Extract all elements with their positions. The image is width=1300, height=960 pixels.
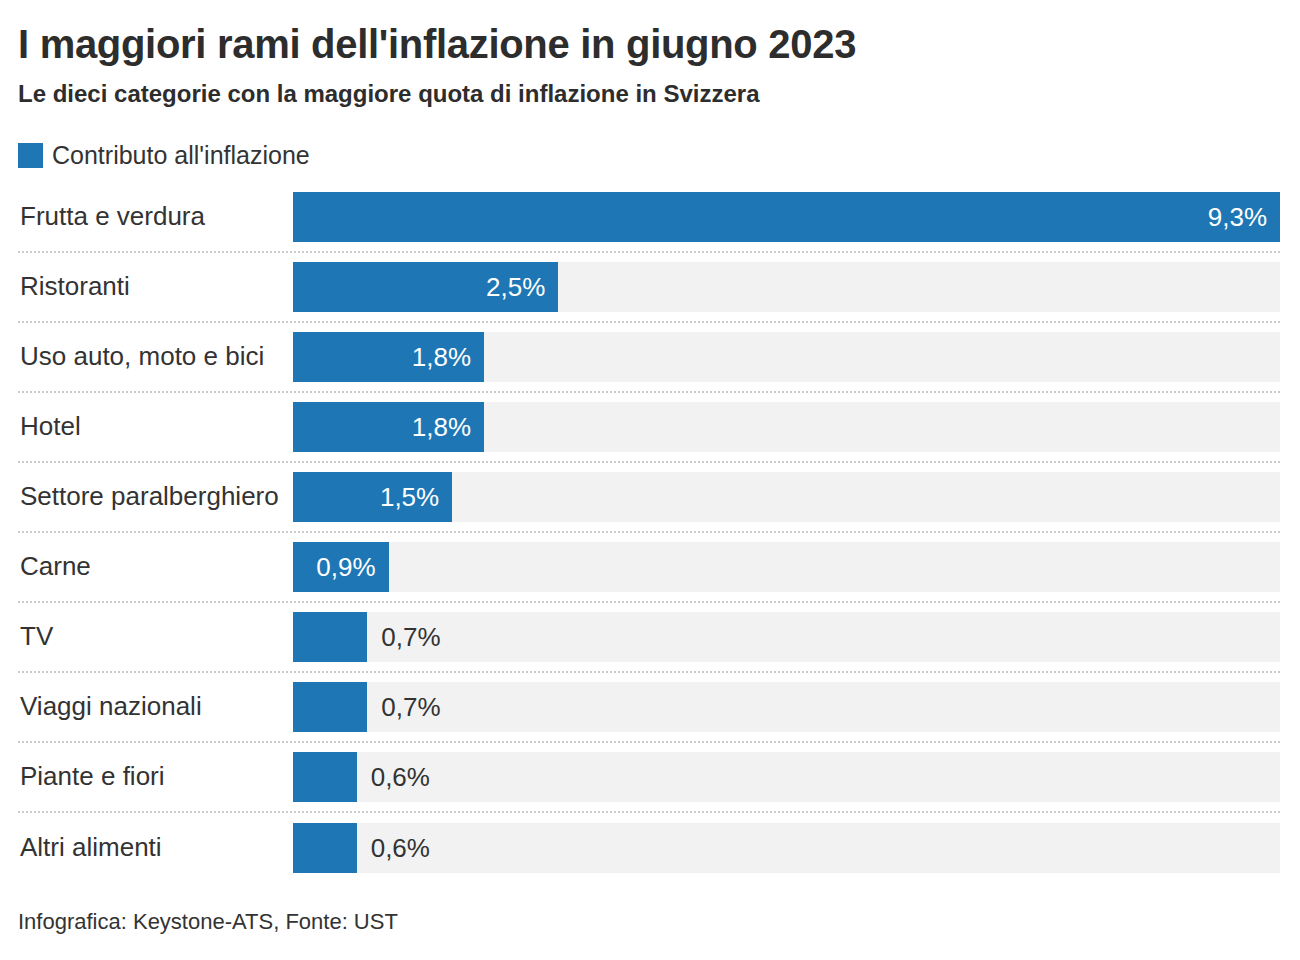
bar-track: 0,7% — [293, 682, 1280, 732]
bar-track: 1,5% — [293, 472, 1280, 522]
bar: 0,9% — [293, 542, 389, 592]
chart-row: Frutta e verdura 9,3% — [18, 183, 1280, 253]
legend: Contributo all'inflazione — [18, 143, 1280, 168]
category-label: Uso auto, moto e bici — [18, 341, 293, 372]
legend-swatch-icon — [18, 143, 43, 168]
bar-track: 1,8% — [293, 402, 1280, 452]
infographic-page: I maggiori rami dell'inflazione in giugn… — [0, 0, 1300, 960]
chart-row: TV 0,7% — [18, 603, 1280, 673]
chart-row: Piante e fiori 0,6% — [18, 743, 1280, 813]
category-label: Hotel — [18, 411, 293, 442]
value-label: 0,7% — [381, 624, 440, 650]
chart-row: Hotel 1,8% — [18, 393, 1280, 463]
chart-row: Altri alimenti 0,6% — [18, 813, 1280, 883]
chart-row: Carne 0,9% — [18, 533, 1280, 603]
value-label: 0,6% — [371, 835, 430, 861]
value-label: 0,7% — [381, 694, 440, 720]
chart-row: Ristoranti 2,5% — [18, 253, 1280, 323]
bar-track: 0,9% — [293, 542, 1280, 592]
bar — [293, 612, 367, 662]
value-label: 0,6% — [371, 764, 430, 790]
bar-track: 2,5% — [293, 262, 1280, 312]
bar — [293, 682, 367, 732]
bar-track: 0,6% — [293, 823, 1280, 873]
chart-subtitle: Le dieci categorie con la maggiore quota… — [18, 80, 1280, 109]
category-label: Settore paralberghiero — [18, 481, 293, 512]
value-label: 1,8% — [412, 414, 471, 440]
value-label: 1,5% — [380, 484, 439, 510]
bar-track: 0,7% — [293, 612, 1280, 662]
bar — [293, 823, 357, 873]
bar-track: 0,6% — [293, 752, 1280, 802]
category-label: TV — [18, 621, 293, 652]
bar: 9,3% — [293, 192, 1280, 242]
value-label: 2,5% — [486, 274, 545, 300]
bar — [293, 752, 357, 802]
chart-row: Settore paralberghiero 1,5% — [18, 463, 1280, 533]
value-label: 9,3% — [1208, 204, 1267, 230]
bar: 1,8% — [293, 402, 484, 452]
chart-row: Uso auto, moto e bici 1,8% — [18, 323, 1280, 393]
chart-title: I maggiori rami dell'inflazione in giugn… — [18, 22, 1280, 66]
chart-row: Viaggi nazionali 0,7% — [18, 673, 1280, 743]
legend-label: Contributo all'inflazione — [52, 143, 310, 168]
category-label: Ristoranti — [18, 271, 293, 302]
bar-track: 1,8% — [293, 332, 1280, 382]
category-label: Piante e fiori — [18, 761, 293, 792]
bar: 2,5% — [293, 262, 558, 312]
bar-track: 9,3% — [293, 192, 1280, 242]
bar-chart: Frutta e verdura 9,3% Ristoranti 2,5% Uso au… — [18, 183, 1280, 883]
bar: 1,5% — [293, 472, 452, 522]
category-label: Altri alimenti — [18, 832, 293, 863]
source-note: Infografica: Keystone-ATS, Fonte: UST — [18, 909, 1280, 935]
value-label: 0,9% — [316, 554, 375, 580]
value-label: 1,8% — [412, 344, 471, 370]
category-label: Viaggi nazionali — [18, 691, 293, 722]
category-label: Carne — [18, 551, 293, 582]
bar: 1,8% — [293, 332, 484, 382]
category-label: Frutta e verdura — [18, 201, 293, 232]
